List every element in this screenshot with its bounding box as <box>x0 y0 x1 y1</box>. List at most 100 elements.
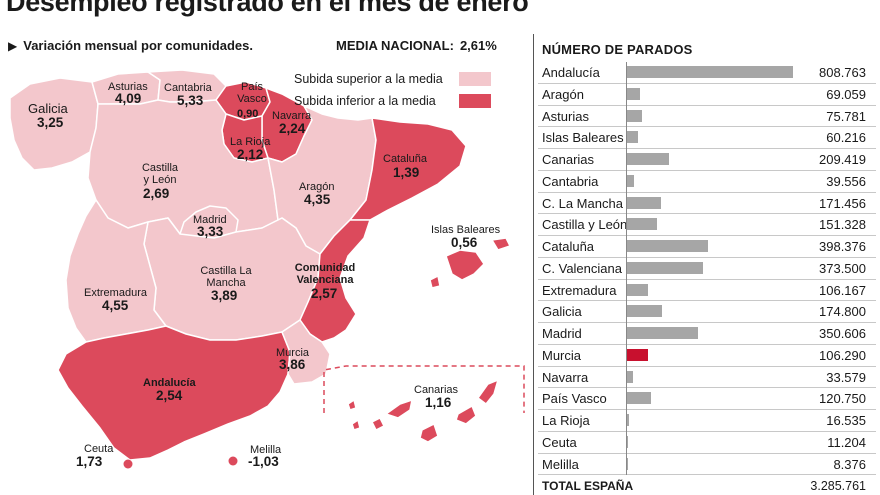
legend-row-above: Subida superior a la media <box>294 68 491 90</box>
label-ceuta-name: Ceuta <box>84 443 114 455</box>
table-row: Madrid 350.606 <box>538 323 876 345</box>
region-baleares-mallorca <box>445 249 485 281</box>
table-row: Aragón 69.059 <box>538 84 876 106</box>
row-bar <box>626 109 642 122</box>
region-valenciana <box>299 219 371 343</box>
row-bar <box>626 283 648 296</box>
row-value: 33.579 <box>826 369 866 385</box>
national-average: MEDIA NACIONAL: 2,61% <box>336 38 497 53</box>
table-row: Extremadura 106.167 <box>538 280 876 302</box>
table-row: C. La Mancha 171.456 <box>538 193 876 215</box>
label-baleares-name: Islas Baleares <box>431 224 501 236</box>
row-value: 171.456 <box>819 195 866 211</box>
row-value: 151.328 <box>819 217 866 233</box>
row-value: 373.500 <box>819 260 866 276</box>
map-legend: Subida superior a la media Subida inferi… <box>294 68 491 112</box>
table-row: Melilla 8.376 <box>538 454 876 476</box>
row-bar <box>626 457 628 470</box>
row-name: Canarias <box>542 152 595 167</box>
row-name: Islas Baleares <box>542 130 624 146</box>
table-row: Andalucía 808.763 <box>538 62 876 84</box>
national-average-value: 2,61% <box>459 38 497 53</box>
row-name: Castilla y León <box>542 217 628 233</box>
region-murcia <box>281 319 331 385</box>
legend-swatch-above <box>459 72 491 86</box>
row-value: 209.419 <box>819 152 866 167</box>
headline: Desempleo registrado en el mes de enero <box>6 0 529 17</box>
subtitle: ▶ Variación mensual por comunidades. <box>8 38 253 53</box>
label-madrid-value: 3,33 <box>197 224 224 239</box>
row-bar <box>626 414 630 426</box>
label-extremadura-value: 4,55 <box>102 298 129 313</box>
row-bar <box>626 348 648 361</box>
row-bar <box>626 392 651 405</box>
label-canarias-name: Canarias <box>414 384 459 396</box>
table-row: Navarra 33.579 <box>538 367 876 389</box>
label-castilla-leon-value: 2,69 <box>143 186 170 201</box>
region-baleares-menorca <box>491 237 511 251</box>
label-valenciana-name: Comunidad Valenciana <box>292 262 358 286</box>
label-madrid-name: Madrid <box>193 214 227 226</box>
label-la-rioja-value: 2,12 <box>237 147 264 162</box>
row-bar <box>626 435 629 448</box>
row-value: 39.556 <box>826 173 866 189</box>
label-cataluna-value: 1,39 <box>393 165 420 180</box>
row-bar <box>626 240 709 252</box>
legend-row-below: Subida inferior a la media <box>294 90 491 112</box>
label-valenciana-value: 2,57 <box>311 286 338 301</box>
row-value: 60.216 <box>826 130 866 146</box>
table-row: Galicia 174.800 <box>538 301 876 323</box>
row-value: 16.535 <box>826 413 866 428</box>
label-ceuta-value: 1,73 <box>76 454 103 469</box>
table-row: Cataluña 398.376 <box>538 236 876 258</box>
table-row: La Rioja 16.535 <box>538 410 876 432</box>
row-bar <box>626 66 793 78</box>
row-name: Cataluña <box>542 239 595 254</box>
row-value: 106.167 <box>819 282 866 298</box>
row-bar <box>626 218 658 231</box>
row-name: Galicia <box>542 304 582 320</box>
label-canarias-value: 1,16 <box>425 395 452 410</box>
label-pais-vasco-name-text: País Vasco <box>237 81 267 105</box>
label-pais-vasco-value: 0,90 <box>237 108 259 120</box>
row-name: País Vasco <box>542 391 607 407</box>
label-castilla-leon-name: Castilla y León <box>138 162 182 186</box>
row-name: La Rioja <box>542 413 590 428</box>
row-name: C. Valenciana <box>542 260 622 276</box>
region-ceuta <box>123 459 133 469</box>
region-andalucia <box>57 325 291 461</box>
legend-label-above: Subida superior a la media <box>294 72 443 86</box>
region-galicia <box>9 77 99 171</box>
row-name: Aragón <box>542 86 584 102</box>
label-castilla-mancha-name: Castilla La Mancha <box>194 265 258 289</box>
region-melilla <box>228 456 238 466</box>
row-value: 120.750 <box>819 391 866 407</box>
row-bar <box>626 174 635 187</box>
row-bar <box>626 370 633 383</box>
table-row: Murcia 106.290 <box>538 345 876 367</box>
subtitle-text: Variación mensual por comunidades. <box>23 38 253 53</box>
label-baleares-value: 0,56 <box>451 235 478 250</box>
row-name: C. La Mancha <box>542 195 623 211</box>
triangle-bullet-icon: ▶ <box>8 39 18 53</box>
row-name: Andalucía <box>542 65 600 80</box>
label-andalucia-name: Andalucía <box>143 377 196 389</box>
panel-divider <box>533 34 534 495</box>
total-value: 3.285.761 <box>810 479 866 493</box>
canarias-inset-frame <box>323 365 525 413</box>
row-name: Ceuta <box>542 434 577 450</box>
row-value: 398.376 <box>819 239 866 254</box>
row-name: Madrid <box>542 326 582 341</box>
legend-label-below: Subida inferior a la media <box>294 94 436 108</box>
row-value: 8.376 <box>833 456 866 472</box>
label-extremadura-name: Extremadura <box>84 287 147 299</box>
row-value: 106.290 <box>819 347 866 363</box>
region-baleares-ibiza <box>429 275 441 289</box>
parados-table: Andalucía 808.763 Aragón 69.059 Asturias 75.7… <box>538 62 876 476</box>
row-name: Cantabria <box>542 173 599 189</box>
label-aragon-value: 4,35 <box>304 192 331 207</box>
row-value: 174.800 <box>819 304 866 320</box>
label-murcia-name: Murcia <box>276 347 310 359</box>
label-melilla-value: -1,03 <box>248 454 279 469</box>
label-cataluna-name: Cataluña <box>383 153 428 165</box>
